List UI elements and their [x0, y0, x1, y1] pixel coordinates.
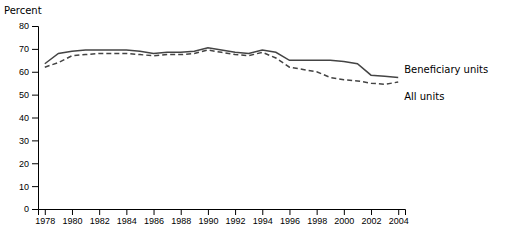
- x-tick-label: 1980: [62, 216, 82, 226]
- y-tick-label: 60: [19, 67, 29, 77]
- x-tick-mark: [181, 209, 182, 215]
- x-tick-mark: [99, 209, 100, 215]
- y-tick: 70: [19, 44, 38, 54]
- x-tick-label: 1996: [280, 216, 300, 226]
- y-tick-mark: [32, 95, 38, 96]
- x-tick-mark: [45, 209, 46, 215]
- x-tick: 1996: [280, 209, 300, 226]
- x-tick-label: 2000: [334, 216, 354, 226]
- x-tick-mark: [371, 209, 372, 215]
- x-tick: 1994: [253, 209, 273, 226]
- x-tick-mark: [262, 209, 263, 215]
- x-tick: 2002: [362, 209, 382, 226]
- series-label: Beneficiary units: [404, 64, 488, 75]
- x-tick: 1986: [144, 209, 164, 226]
- y-tick-mark: [32, 209, 38, 210]
- x-tick-label: 1990: [198, 216, 218, 226]
- x-tick-label: 1988: [171, 216, 191, 226]
- y-tick: 60: [19, 67, 38, 77]
- x-tick-label: 1986: [144, 216, 164, 226]
- x-tick-mark: [208, 209, 209, 215]
- y-tick: 10: [19, 182, 38, 192]
- y-tick-mark: [32, 49, 38, 50]
- y-axis: 0 10 20 30 40 50 60 70 80: [19, 21, 39, 214]
- y-tick-mark: [32, 26, 38, 27]
- series-label: All units: [404, 91, 444, 102]
- x-tick-mark: [235, 209, 236, 215]
- y-tick-mark: [32, 163, 38, 164]
- x-tick: 1992: [226, 209, 246, 226]
- y-tick: 80: [19, 21, 38, 31]
- x-tick: 1982: [90, 209, 110, 226]
- x-tick: 1978: [35, 209, 55, 226]
- x-tick: 1988: [171, 209, 191, 226]
- y-tick-label: 20: [19, 159, 29, 169]
- x-tick-mark: [344, 209, 345, 215]
- x-tick-mark: [154, 209, 155, 215]
- x-tick-mark: [398, 209, 399, 215]
- plot: 1978 1980 1982 1984 1986 1988 1990 1992 1994 1996…: [19, 21, 488, 226]
- x-tick: 1998: [307, 209, 327, 226]
- y-tick-label: 0: [24, 204, 29, 214]
- x-tick-mark: [126, 209, 127, 215]
- series-line: [45, 50, 398, 84]
- x-tick: 1980: [62, 209, 82, 226]
- x-tick-label: 1984: [117, 216, 137, 226]
- chart: 1978 1980 1982 1984 1986 1988 1990 1992 1994 1996…: [0, 0, 505, 233]
- y-tick: 50: [19, 90, 38, 100]
- x-tick-label: 1982: [90, 216, 110, 226]
- y-tick-label: 50: [19, 90, 29, 100]
- y-tick-label: 30: [19, 136, 29, 146]
- x-tick-label: 1998: [307, 216, 327, 226]
- y-tick-label: 40: [19, 113, 29, 123]
- y-tick: 0: [24, 204, 38, 214]
- line-labels: Beneficiary units All units: [404, 64, 488, 102]
- x-tick-label: 1992: [226, 216, 246, 226]
- y-tick-mark: [32, 140, 38, 141]
- x-tick-mark: [289, 209, 290, 215]
- x-tick: 1990: [198, 209, 218, 226]
- y-axis-line: [32, 27, 39, 210]
- y-tick-mark: [32, 72, 38, 73]
- y-tick-mark: [32, 118, 38, 119]
- x-tick-label: 1978: [35, 216, 55, 226]
- y-axis-title: Percent: [4, 5, 42, 16]
- y-tick-mark: [32, 186, 38, 187]
- x-tick: 2004: [389, 209, 409, 226]
- lines: [45, 48, 398, 85]
- y-tick-label: 70: [19, 44, 29, 54]
- x-tick-mark: [317, 209, 318, 215]
- y-tick: 30: [19, 136, 38, 146]
- y-tick-label: 80: [19, 21, 29, 31]
- x-tick: 1984: [117, 209, 137, 226]
- x-tick-label: 2004: [389, 216, 409, 226]
- y-tick: 40: [19, 113, 38, 123]
- x-axis: 1978 1980 1982 1984 1986 1988 1990 1992 1994 1996…: [35, 209, 408, 226]
- x-tick: 2000: [334, 209, 354, 226]
- x-tick-label: 1994: [253, 216, 273, 226]
- x-tick-mark: [72, 209, 73, 215]
- x-axis-line: [39, 210, 406, 216]
- y-tick-label: 10: [19, 182, 29, 192]
- y-tick: 20: [19, 159, 38, 169]
- x-tick-label: 2002: [362, 216, 382, 226]
